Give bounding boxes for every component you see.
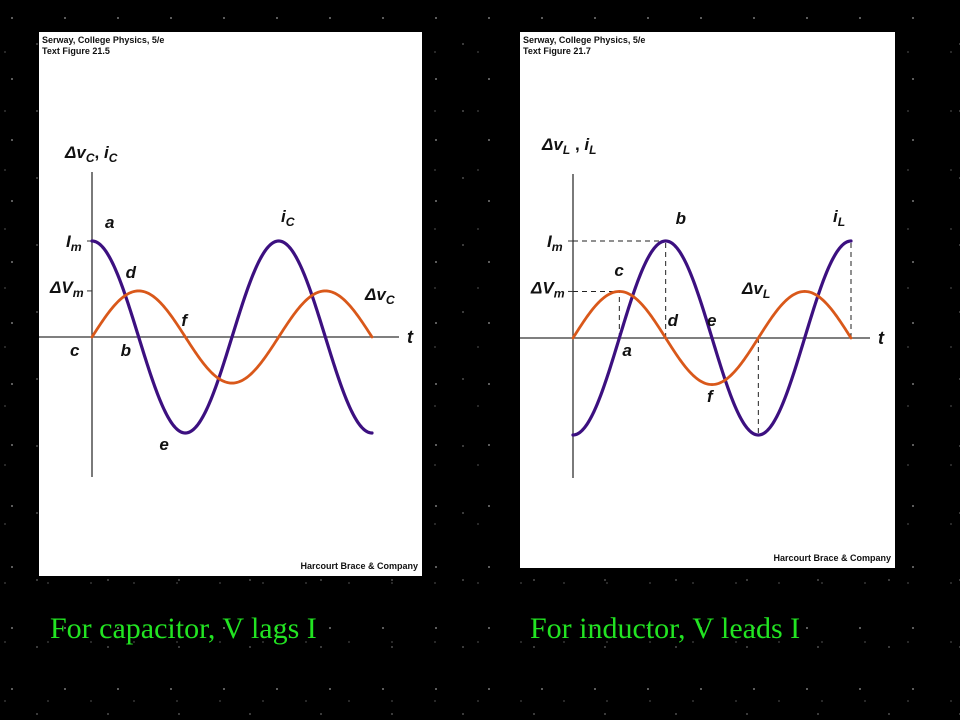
point-label-f: f <box>707 387 715 406</box>
inductor-caption: For inductor, V leads I <box>530 612 801 645</box>
x-axis-label: t <box>407 327 414 347</box>
voltage-curve <box>90 289 374 385</box>
current-amplitude-label: Im <box>66 232 82 254</box>
point-label-c: c <box>70 341 80 360</box>
capacitor-figure-panel: Serway, College Physics, 5/e Text Figure… <box>39 32 422 576</box>
figure-number: Text Figure 21.5 <box>42 46 110 56</box>
current-series-label: iL <box>833 207 845 229</box>
point-label-c: c <box>614 261 624 280</box>
capacitor-caption: For capacitor, V lags I <box>50 612 317 645</box>
inductor-figure-panel: Serway, College Physics, 5/e Text Figure… <box>520 32 895 568</box>
voltage-amplitude-label: ΔVm <box>49 278 84 300</box>
x-axis-label: t <box>878 328 885 348</box>
point-label-e: e <box>707 311 716 330</box>
y-axis-label: ΔvC, iC <box>64 143 118 165</box>
point-label-d: d <box>126 263 137 282</box>
figure-number: Text Figure 21.7 <box>523 46 591 56</box>
current-amplitude-label: Im <box>547 232 563 254</box>
figure-source-caption: Serway, College Physics, 5/e Text Figure… <box>523 35 645 57</box>
voltage-series-label: ΔvC <box>364 285 395 307</box>
point-label-d: d <box>668 311 679 330</box>
figure-source: Serway, College Physics, 5/e <box>42 35 165 45</box>
publisher-credit: Harcourt Brace & Company <box>773 553 891 563</box>
voltage-curve <box>571 290 853 386</box>
voltage-series-label: ΔvL <box>741 279 770 301</box>
voltage-amplitude-label: ΔVm <box>530 278 565 300</box>
figure-source: Serway, College Physics, 5/e <box>523 35 646 45</box>
point-label-a: a <box>622 341 631 360</box>
figure-source-caption: Serway, College Physics, 5/e Text Figure… <box>42 35 164 57</box>
current-curve <box>90 239 374 435</box>
capacitor-phase-chart: ΔvC, iC t Im ΔVm iC ΔvC a b c d e f <box>39 143 414 477</box>
point-label-b: b <box>121 341 131 360</box>
publisher-credit: Harcourt Brace & Company <box>300 561 418 571</box>
current-curve <box>571 239 853 437</box>
point-label-b: b <box>676 209 686 228</box>
current-series-label: iC <box>281 207 295 229</box>
point-label-a: a <box>105 213 114 232</box>
y-axis-label: ΔvL , iL <box>541 135 596 157</box>
point-label-e: e <box>159 435 168 454</box>
point-label-f: f <box>181 311 189 330</box>
inductor-phase-chart: ΔvL , iL t Im ΔVm iL ΔvL a b c d e f <box>520 135 885 478</box>
